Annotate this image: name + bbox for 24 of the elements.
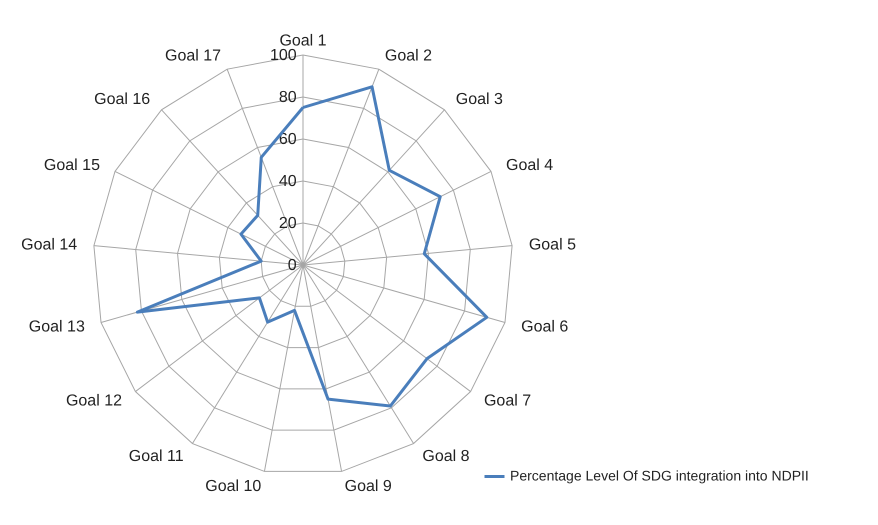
spoke-label: Goal 2 [384,47,432,64]
y-tick-label: 100 [270,47,297,64]
spoke-label: Goal 5 [528,236,576,254]
spoke-label: Goal 13 [28,318,85,336]
spoke-label: Goal 3 [456,90,504,108]
spoke-label: Goal 11 [128,448,184,466]
spoke-label: Goal 12 [66,392,122,410]
spoke-label: Goal 1 [279,32,327,50]
spoke-label: Goal 8 [422,448,470,466]
y-tick-label: 60 [278,131,297,148]
y-tick-label: 20 [278,215,297,232]
spoke-label: Goal 15 [44,156,100,174]
spoke-label: Goal 7 [484,392,532,410]
spoke-label: Goal 6 [521,318,568,336]
y-tick-label: 80 [278,89,297,106]
y-tick-label: 0 [288,257,297,274]
spoke-label: Goal 9 [344,478,392,495]
legend-label: Percentage Level Of SDG integration into NDPII [510,468,809,484]
y-tick-label: 40 [278,173,297,190]
spoke-label: Goal 10 [205,478,262,495]
spoke-label: Goal 16 [94,90,150,108]
spoke-label: Goal 17 [165,47,222,64]
spoke-label: Goal 14 [21,236,78,254]
spoke-label: Goal 4 [506,156,554,174]
